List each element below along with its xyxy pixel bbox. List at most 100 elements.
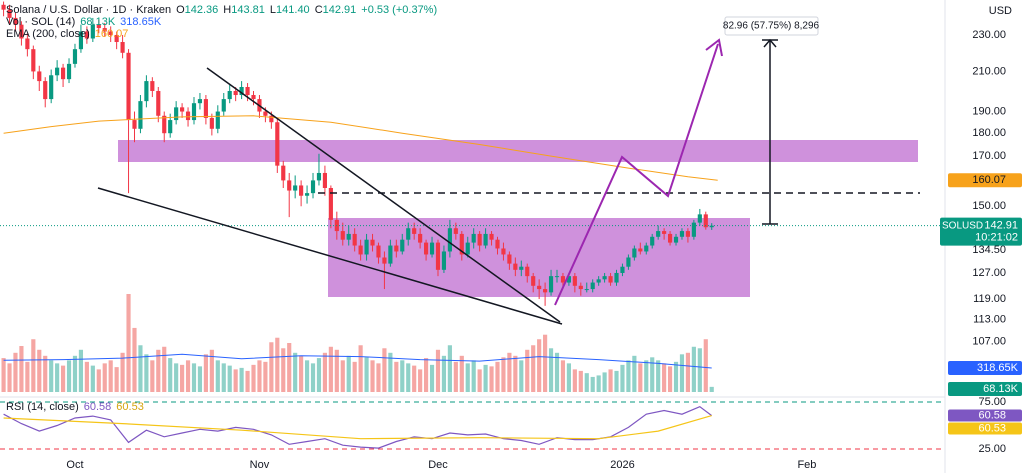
candle-body (102, 28, 107, 32)
rsi-tag-label: 60.58 (978, 409, 1006, 421)
candle-body (209, 117, 214, 129)
price-layer (0, 1, 945, 306)
candle-body (138, 101, 143, 129)
volume-bar (126, 294, 131, 392)
volume-bar (215, 360, 220, 392)
volume-bar (471, 360, 476, 392)
candle-body (19, 24, 24, 39)
candle-body (263, 111, 268, 116)
volume-bar (608, 369, 613, 392)
candle-body (394, 245, 399, 252)
volume-bar (388, 352, 393, 392)
candle-body (60, 67, 66, 80)
candle-body (185, 111, 191, 121)
candle-body (566, 276, 571, 283)
volume-bar (364, 357, 369, 392)
volume-bar (138, 345, 143, 392)
volume-bar (191, 363, 197, 392)
volume-bar (185, 360, 191, 392)
volume-bar (162, 346, 167, 392)
candle-body (537, 285, 542, 290)
volume-bar (251, 364, 256, 392)
volume-bar (19, 346, 24, 392)
ema-last: 160.07 (94, 28, 129, 40)
volume-bar (441, 355, 447, 392)
volume-bar (322, 352, 328, 392)
candle-body (644, 245, 649, 252)
rsi-title: RSI (14, close) (6, 401, 79, 413)
candle-body (662, 231, 667, 234)
candle-body (667, 233, 673, 243)
candle-body (281, 165, 286, 181)
candle-body (435, 242, 441, 270)
rsi-last: 60.58 (83, 401, 112, 413)
candle-body (31, 49, 36, 72)
candle-body (679, 231, 685, 237)
volume-bar (602, 372, 607, 392)
volume-ma-tag-label: 318.65K (977, 362, 1019, 374)
candle-body (602, 276, 607, 280)
volume-layer (1, 294, 714, 392)
volume-bar (13, 352, 18, 392)
candle-body (441, 251, 447, 270)
candle-body (477, 233, 482, 246)
volume-bar (257, 360, 262, 392)
y-tick-label: 107.00 (972, 336, 1006, 348)
volume-bar (245, 370, 250, 392)
volume-bar (31, 339, 36, 392)
volume-bar (578, 370, 583, 392)
candle-body (299, 185, 304, 196)
volume-bar (453, 361, 458, 392)
candle-body (548, 276, 554, 293)
candle-body (269, 115, 274, 123)
candle-body (275, 122, 280, 166)
volume-bar (644, 360, 649, 392)
candle-body (412, 228, 417, 234)
candle-body (531, 276, 536, 286)
volume-tag (948, 382, 1022, 396)
volume-bar (531, 345, 536, 392)
volume-bar (25, 361, 30, 392)
volume-bar (572, 369, 577, 392)
volume-bar (477, 369, 482, 392)
volume-bar (709, 386, 714, 392)
annotation-box (724, 16, 819, 36)
volume-bar (650, 357, 655, 392)
volume-bar (66, 360, 72, 392)
ohlc-key: H (223, 4, 232, 16)
wedge-upper (206, 67, 561, 323)
volume-bar (501, 357, 506, 392)
candle-body (685, 231, 691, 237)
volume-bar (507, 352, 512, 392)
volume-bar (626, 360, 631, 392)
volume-bar (424, 358, 429, 392)
candle-body (328, 187, 333, 220)
volume-bar (96, 369, 101, 392)
candle-body (465, 242, 470, 255)
candle-body (90, 24, 95, 39)
volume-bar (697, 348, 702, 392)
candle-body (483, 233, 488, 246)
volume-bar (590, 376, 595, 392)
change: +0.53 (+0.37%) (361, 4, 438, 16)
annotation: 82.96 (57.75%) 8,296 (723, 21, 820, 32)
candle-body (162, 115, 167, 134)
candle-body (126, 52, 131, 121)
candle-body (560, 276, 566, 283)
ohlc-key: O (176, 4, 185, 16)
volume-bar (400, 360, 405, 392)
candle-body (424, 242, 429, 255)
candle-body (132, 120, 137, 129)
candle-body (501, 248, 506, 255)
volume-bar (537, 339, 542, 392)
candle-body (358, 245, 363, 255)
candle-body (203, 99, 208, 118)
volume-bar (429, 364, 435, 392)
candle-body (608, 276, 613, 283)
candle-body (191, 103, 197, 121)
ohlc-value: 143.81 (231, 4, 265, 16)
volume-bar (114, 367, 119, 392)
y-tick-label: 190.00 (972, 105, 1006, 117)
